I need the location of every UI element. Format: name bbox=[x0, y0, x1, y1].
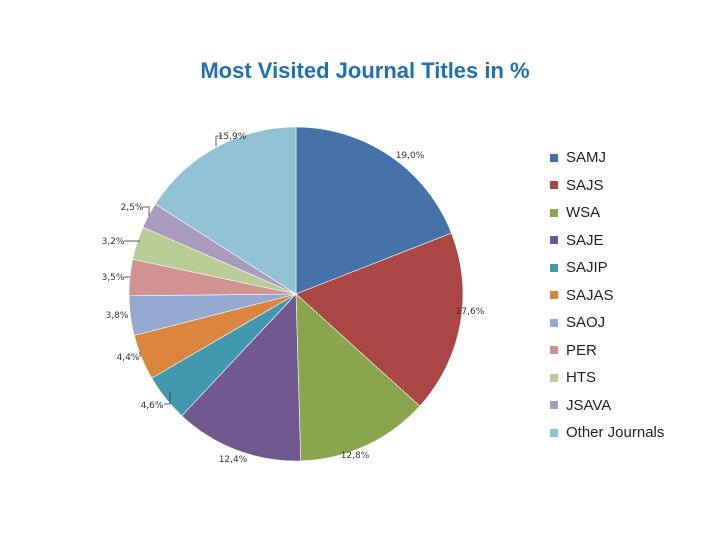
legend-swatch bbox=[550, 236, 558, 245]
legend-item-saje: SAJE bbox=[550, 227, 664, 255]
legend-swatch bbox=[550, 401, 558, 410]
legend-item-wsa: WSA bbox=[550, 199, 664, 227]
data-label-saoj: 3,8% bbox=[106, 311, 129, 321]
legend-swatch bbox=[550, 263, 558, 272]
legend-swatch bbox=[550, 291, 558, 300]
legend-swatch bbox=[550, 428, 558, 437]
legend-label: SAJAS bbox=[566, 286, 614, 304]
data-label-saje: 12,4% bbox=[219, 455, 248, 465]
data-label-hts: 3,2% bbox=[102, 237, 125, 247]
legend-item-sajs: SAJS bbox=[550, 172, 664, 200]
legend-item-hts: HTS bbox=[550, 364, 664, 392]
legend-label: SAOJ bbox=[566, 314, 606, 332]
legend-swatch bbox=[550, 153, 558, 162]
pie-slice-other-journals bbox=[154, 126, 297, 295]
pie-slice-wsa bbox=[295, 293, 421, 462]
data-label-sajip: 4,6% bbox=[141, 401, 164, 411]
legend-item-samj: SAMJ bbox=[550, 144, 664, 172]
legend-item-jsava: JSAVA bbox=[550, 392, 664, 420]
leader-line bbox=[164, 392, 171, 405]
legend-item-saoj: SAOJ bbox=[550, 309, 664, 337]
data-label-jsava: 2,5% bbox=[121, 203, 144, 213]
legend-item-sajip: SAJIP bbox=[550, 254, 664, 282]
legend-swatch bbox=[550, 346, 558, 355]
legend-label: JSAVA bbox=[566, 396, 612, 414]
data-label-sajs: 17,6% bbox=[456, 307, 485, 317]
legend-label: PER bbox=[566, 341, 597, 359]
legend-label: SAJS bbox=[566, 176, 604, 194]
legend-label: SAMJ bbox=[566, 149, 607, 167]
data-label-per: 3,5% bbox=[102, 273, 125, 283]
legend-label: SAJE bbox=[566, 231, 604, 249]
legend-label: SAJIP bbox=[566, 259, 608, 277]
legend-label: Other Journals bbox=[566, 424, 665, 442]
leader-line bbox=[143, 206, 150, 216]
pie-slice-saje bbox=[181, 293, 302, 462]
chart-legend: SAMJ SAJS WSA SAJE SAJIP SAJAS SAOJ PER HTS JSAVA… bbox=[550, 144, 664, 447]
data-label-other-journals: 15,9% bbox=[218, 132, 247, 142]
legend-label: WSA bbox=[566, 204, 601, 222]
legend-swatch bbox=[550, 208, 558, 217]
pie-slice-samj bbox=[295, 126, 452, 295]
data-label-sajas: 4,4% bbox=[117, 353, 140, 363]
legend-label: HTS bbox=[566, 369, 596, 387]
legend-swatch bbox=[550, 373, 558, 382]
chart-title: Most Visited Journal Titles in % bbox=[200, 58, 530, 83]
legend-item-other-journals: Other Journals bbox=[550, 419, 664, 447]
data-label-wsa: 12,8% bbox=[341, 451, 370, 461]
leader-line bbox=[215, 135, 222, 146]
data-label-samj: 19,0% bbox=[396, 151, 425, 161]
legend-item-per: PER bbox=[550, 337, 664, 365]
legend-item-sajas: SAJAS bbox=[550, 282, 664, 310]
legend-swatch bbox=[550, 181, 558, 190]
pie-slice-sajs bbox=[295, 232, 464, 407]
legend-swatch bbox=[550, 318, 558, 327]
